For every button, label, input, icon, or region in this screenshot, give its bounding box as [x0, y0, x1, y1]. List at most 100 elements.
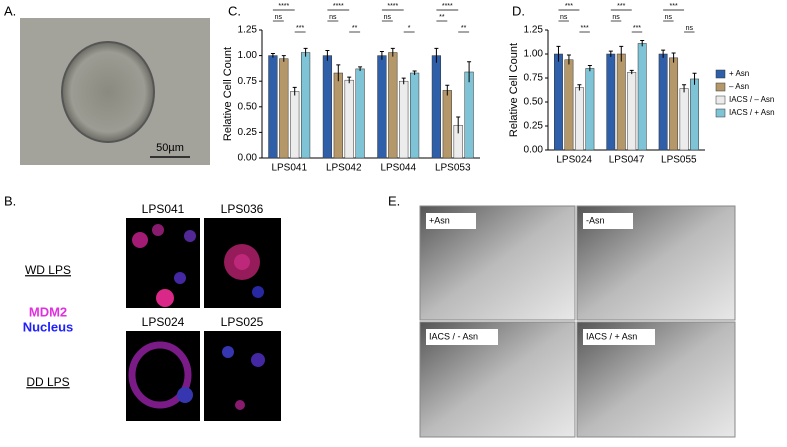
- y-tick-label: 1.25: [524, 25, 544, 36]
- error-bar: [412, 70, 417, 76]
- bar: [322, 55, 333, 159]
- bar: [464, 71, 474, 159]
- y-tick-label: 0.75: [524, 73, 544, 84]
- y-axis-label: Relative Cell Count: [508, 43, 520, 137]
- scale-label: 50µm: [156, 142, 184, 154]
- error-bar: [347, 76, 352, 84]
- micrograph-a: 50µm: [20, 18, 210, 165]
- significance-label: ****: [442, 3, 453, 10]
- error-bar: [456, 116, 461, 134]
- x-tick-label: LPS024: [556, 155, 592, 166]
- error-bar: [682, 84, 687, 93]
- bar: [690, 78, 699, 151]
- error-bar: [556, 45, 561, 62]
- bar: [377, 55, 387, 159]
- legend-swatch: [715, 95, 726, 105]
- legend-label: IACS / + Asn: [729, 108, 775, 117]
- y-tick-label: 1.25: [238, 25, 258, 36]
- significance-label: ****: [278, 3, 289, 10]
- error-bar: [281, 55, 286, 62]
- y-axis-label: Relative Cell Count: [222, 47, 234, 141]
- error-bar: [358, 66, 363, 71]
- bar: [585, 68, 595, 151]
- error-bar: [445, 84, 450, 96]
- significance-label: ***: [670, 3, 678, 10]
- significance-label: ***: [296, 25, 304, 32]
- significance-label: ns: [665, 14, 673, 21]
- bar: [669, 57, 679, 151]
- y-tick-label: 0.00: [238, 153, 258, 164]
- bar: [564, 59, 574, 151]
- bar: [355, 68, 365, 159]
- legend-label: + Asn: [729, 69, 749, 78]
- y-tick-label: 0.25: [524, 121, 544, 132]
- error-bar: [401, 77, 406, 85]
- bar: [268, 55, 278, 159]
- x-tick-label: LPS042: [326, 163, 362, 174]
- stain-label: Nucleus: [23, 319, 74, 334]
- y-tick-label: 0.50: [238, 101, 258, 112]
- image-label: IACS / + Asn: [586, 331, 637, 341]
- bar: [679, 88, 689, 151]
- bar: [399, 80, 409, 159]
- legend-label: IACS / – Asn: [729, 95, 774, 104]
- significance-label: ns: [329, 14, 337, 21]
- significance-label: *: [408, 25, 411, 32]
- panel-label: B.: [4, 193, 16, 208]
- panel-label: C.: [228, 3, 241, 18]
- image-label: -Asn: [586, 215, 605, 225]
- error-bar: [336, 64, 341, 82]
- legend-swatch: [715, 69, 726, 79]
- significance-label: ns: [384, 14, 392, 21]
- bar: [409, 72, 420, 159]
- image-label: +Asn: [429, 215, 450, 225]
- legend-swatch: [715, 82, 726, 92]
- panel-e: +Asn -Asn IACS / - Asn IACS / + Asn: [419, 205, 736, 438]
- bar: [616, 53, 626, 151]
- error-bar: [566, 54, 571, 65]
- error-bar: [467, 61, 472, 83]
- error-bar: [325, 49, 330, 61]
- bar: [637, 43, 647, 151]
- significance-label: ***: [633, 25, 641, 32]
- bar: [344, 79, 354, 159]
- x-tick-label: LPS044: [380, 163, 416, 174]
- image-title: LPS036: [221, 202, 264, 216]
- bar: [606, 53, 616, 151]
- image-title: LPS024: [142, 315, 185, 329]
- y-tick-label: 1.00: [238, 50, 258, 61]
- error-bar: [577, 84, 582, 91]
- error-bar: [379, 51, 384, 60]
- significance-label: **: [439, 14, 445, 21]
- row-label: DD LPS: [26, 375, 69, 389]
- error-bar: [619, 45, 624, 62]
- bar: [300, 52, 311, 159]
- significance-label: ****: [387, 3, 398, 10]
- error-bar: [434, 47, 439, 63]
- x-tick-label: LPS047: [609, 155, 645, 166]
- significance-label: ***: [565, 3, 573, 10]
- panel-label: D.: [512, 3, 525, 18]
- bar: [388, 52, 398, 159]
- image-title: LPS041: [142, 202, 185, 216]
- image-label: IACS / - Asn: [429, 331, 478, 341]
- bar: [658, 53, 668, 151]
- bar: [554, 53, 563, 151]
- error-bar: [671, 52, 676, 63]
- significance-label: **: [352, 25, 358, 32]
- panel-label: A.: [4, 3, 16, 18]
- x-tick-label: LPS055: [661, 155, 697, 166]
- y-tick-label: 0.50: [524, 97, 544, 108]
- bar: [627, 71, 637, 151]
- y-tick-label: 0.75: [238, 76, 258, 87]
- error-bar: [292, 86, 297, 96]
- legend-label: – Asn: [729, 82, 749, 91]
- panel-label: E.: [388, 193, 400, 208]
- y-tick-label: 0.25: [238, 127, 258, 138]
- x-tick-label: LPS041: [271, 163, 307, 174]
- bar: [574, 87, 584, 151]
- error-bar: [390, 47, 395, 57]
- significance-label: ***: [617, 3, 625, 10]
- error-bar: [692, 72, 697, 85]
